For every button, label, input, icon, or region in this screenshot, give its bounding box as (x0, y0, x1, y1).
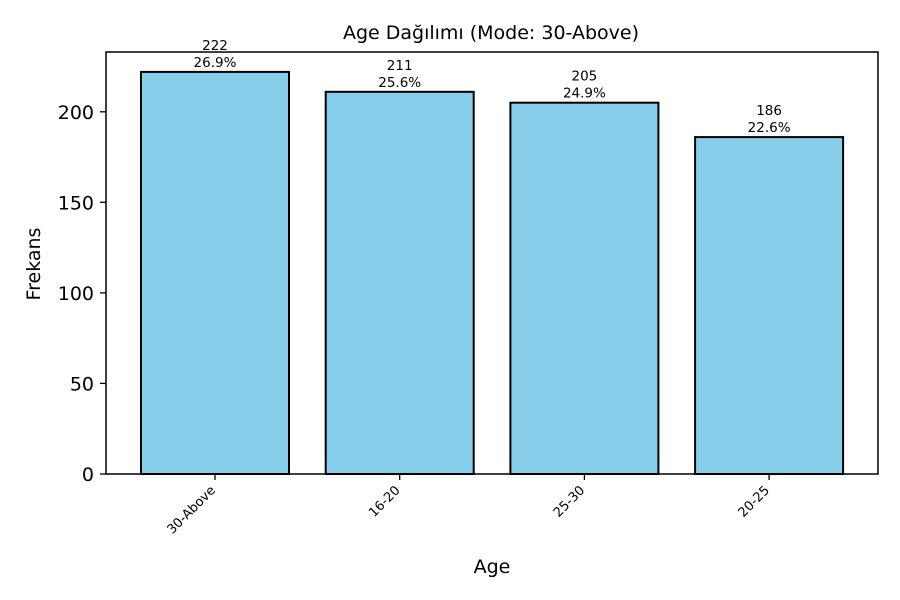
y-axis-label: Frekans (23, 228, 45, 301)
x-tick-label: 20-25 (736, 483, 773, 520)
bar-30-Above (140, 70, 290, 476)
percent-label: 26.9% (194, 55, 237, 71)
percent-label: 24.9% (563, 86, 606, 102)
chart-title: Age Dağılımı (Mode: 30-Above) (343, 22, 639, 44)
bars-group (140, 70, 845, 476)
y-tick-label: 0 (82, 464, 94, 486)
y-tick-label: 150 (58, 192, 94, 214)
percent-label: 22.6% (748, 120, 791, 136)
y-tick-label: 100 (58, 283, 94, 305)
x-tick-label: 30-Above (165, 483, 219, 537)
count-label: 222 (202, 38, 228, 54)
y-tick-label: 50 (70, 373, 94, 395)
percent-label: 25.6% (378, 75, 421, 91)
y-axis: 0 50 100 150 200 (58, 102, 106, 486)
x-axis: 30-Above 16-20 25-30 20-25 (165, 474, 773, 537)
count-label: 211 (387, 58, 413, 74)
x-tick-label: 25-30 (551, 483, 588, 520)
count-label: 186 (756, 103, 782, 119)
bar-20-25 (694, 136, 845, 475)
bar-16-20 (324, 90, 475, 476)
x-tick-label: 16-20 (366, 483, 403, 520)
y-tick-label: 200 (58, 102, 94, 124)
x-axis-label: Age (474, 556, 511, 578)
plot-frame (105, 51, 879, 475)
bar-25-30 (509, 101, 660, 475)
count-label: 205 (572, 69, 598, 85)
